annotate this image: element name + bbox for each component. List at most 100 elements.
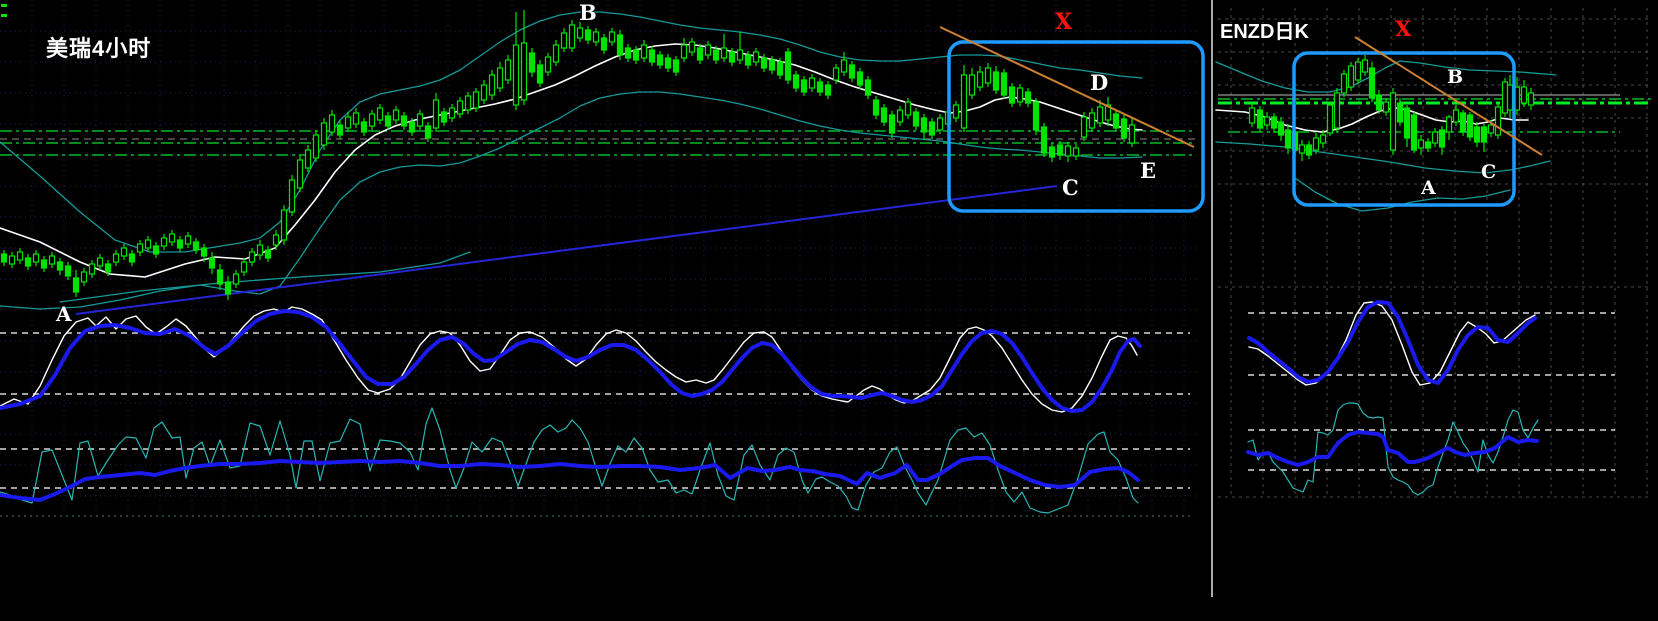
candle-body [1396,102,1404,123]
candle-body [1128,124,1136,144]
candle-body [744,54,752,66]
candle-body [920,117,928,133]
candle-body [1096,106,1104,124]
candle-body [872,99,880,116]
candle-body [1347,65,1355,88]
candle-body [288,179,296,213]
candle-body [296,159,304,189]
candle-body [1024,91,1032,104]
candle-body [312,134,320,159]
candle-body [72,277,80,293]
candle-body [760,57,768,69]
candle-body [1256,109,1264,129]
candle-body [720,47,728,59]
osc1-slow-line [0,309,1142,413]
candle-body [1326,104,1334,134]
candle-body [24,257,32,267]
resistance-trendline [1354,36,1543,156]
candle-body [880,107,888,123]
candle-body [808,77,816,89]
candle-body [256,244,264,256]
candle-body [576,27,584,39]
candle-body [592,31,600,43]
candle-body [1270,116,1278,129]
candle-body [408,121,416,133]
candle-body [136,243,144,253]
candle-body [1375,94,1383,111]
candle-body [608,31,616,43]
candle-body [1438,129,1446,148]
candle-body [464,95,472,111]
candle-body [144,239,152,249]
candle-body [888,114,896,134]
candles [0,10,1136,300]
candle-body [1016,87,1024,103]
candle-body [1072,147,1080,157]
candle-body [376,107,384,121]
candle-body [320,122,328,146]
candle-body [128,253,136,263]
candle-body [1382,101,1390,113]
candle-body [520,42,528,101]
candle-body [208,257,216,269]
candle-body [432,99,440,129]
candle-body [1389,92,1397,151]
osc2-fast-line [1247,402,1539,496]
candle-body [728,51,736,63]
candle-body [600,37,608,51]
candle-body [1048,146,1056,158]
bollinger-bands [0,11,1143,310]
candle-body [736,49,744,61]
candle-body [1277,121,1285,136]
candle-body [1431,131,1439,144]
candle-body [1263,116,1271,126]
candle-body [664,57,672,69]
right-panel [1215,8,1652,498]
candle-body [1000,72,1008,96]
candle-body [896,109,904,123]
candle-body [240,261,248,273]
candle-body [488,74,496,96]
candle-body [352,112,360,125]
candle-body [1410,114,1418,151]
candle-body [1298,144,1306,154]
candle-body [232,273,240,285]
candle-body [80,271,88,283]
candle-body [440,111,448,123]
candle-body [1459,112,1467,133]
candle-body [1120,118,1128,139]
oscillator-2 [0,407,1140,514]
resistance-trendline [939,26,1195,148]
candle-body [248,251,256,263]
candle-body [632,49,640,61]
candle-body [504,59,512,81]
candle-body [424,125,432,139]
candle-body [984,67,992,84]
candle-body [680,44,688,59]
candle-body [168,233,176,243]
candle-body [1466,114,1474,138]
candle-body [688,41,696,53]
candle-body [1403,107,1411,139]
candle-body [1368,67,1376,99]
candle-body [528,52,536,73]
candle-body [656,54,664,66]
candle-body [1312,137,1320,151]
candle-body [176,239,184,249]
candle-body [96,257,104,267]
candle-body [392,109,400,121]
candle-body [928,121,936,136]
candle-body [856,71,864,86]
candle-body [496,67,504,89]
candle-body [1008,86,1016,104]
candle-body [1319,134,1327,144]
candle-body [224,281,232,295]
candle-body [752,51,760,63]
candle-body [304,149,312,169]
candle-body [480,84,488,101]
candle-body [960,74,968,129]
candle-body [8,255,16,265]
candle-body [1080,116,1088,138]
candle-body [1284,129,1292,149]
